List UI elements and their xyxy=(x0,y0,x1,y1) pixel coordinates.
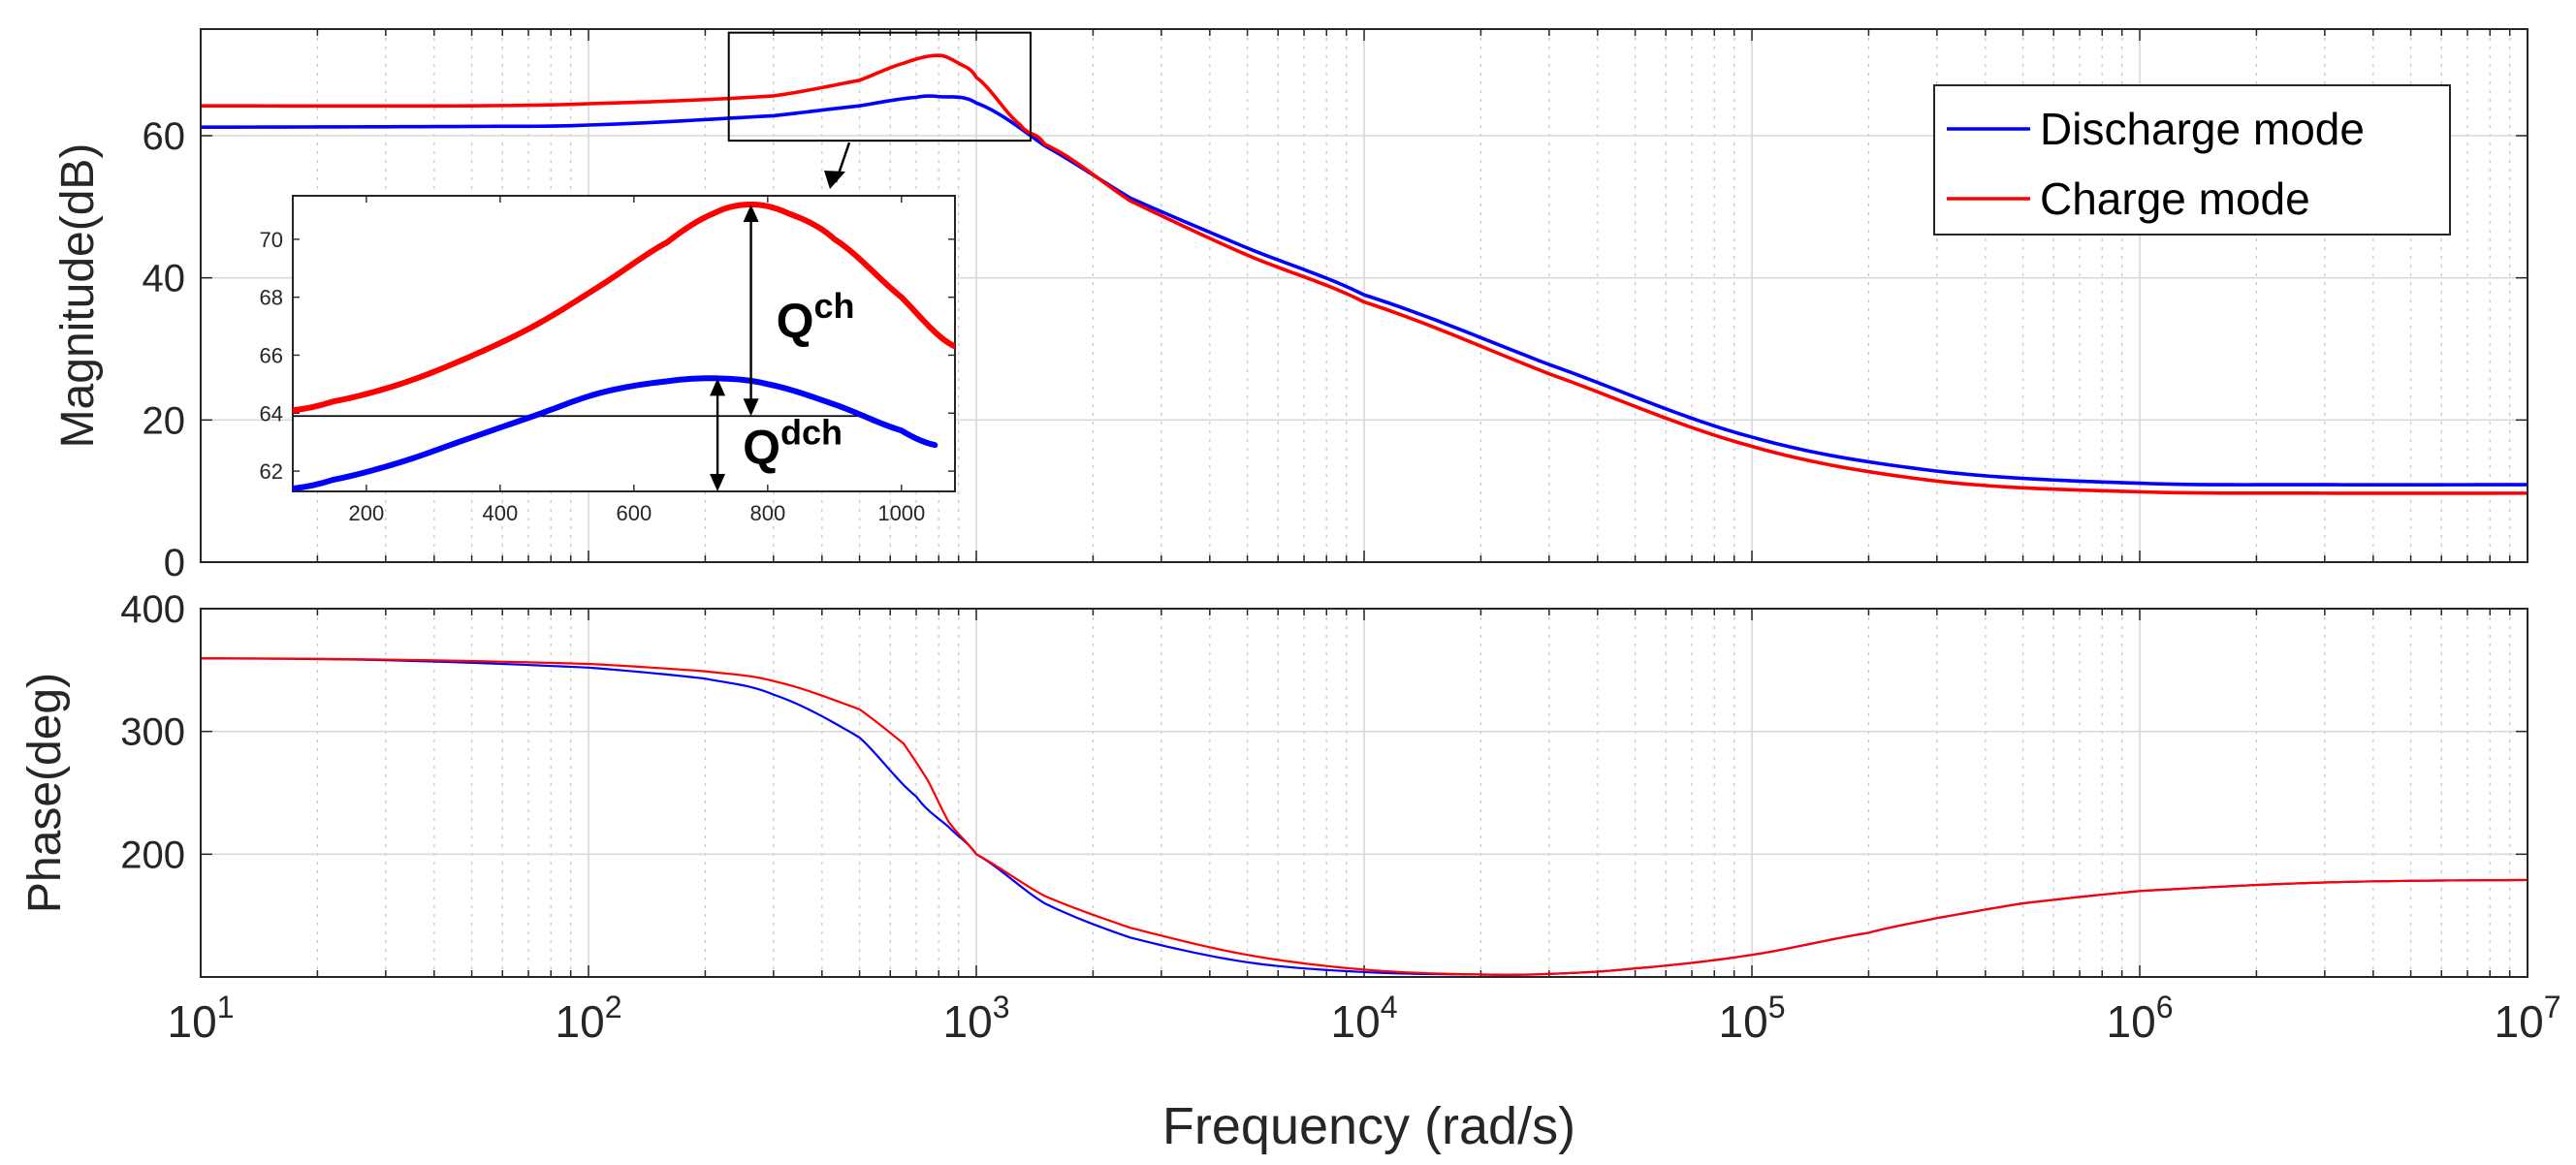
inset-y-tick-label: 62 xyxy=(260,459,283,484)
q-dch-arrow-head-bottom xyxy=(710,474,726,491)
q-dch-label: Qdch xyxy=(743,413,843,475)
q-ch-arrow-head-top xyxy=(743,204,759,222)
inset-plot-area xyxy=(292,195,956,492)
inset-x-tick-label: 200 xyxy=(349,501,385,525)
phase-axes-box xyxy=(200,608,2528,978)
inset-x-tick-label: 600 xyxy=(616,501,652,525)
inset-x-tick-label: 1000 xyxy=(877,501,925,525)
y-tick-label: 400 xyxy=(120,588,185,631)
series-line-discharge xyxy=(293,375,938,491)
magnitude-inset-axes: 200 400 600 800 1000 62 64 66 68 70 Qch Qdch xyxy=(260,195,956,525)
zoom-arrow-head xyxy=(824,171,845,189)
inset-y-tick-label: 70 xyxy=(260,228,283,252)
zoom-region-box xyxy=(727,31,1032,142)
y-tick-label: 200 xyxy=(120,834,185,876)
x-tick-label: 103 xyxy=(943,990,1010,1047)
series-line-charge xyxy=(201,657,2528,976)
magnitude-axes-box xyxy=(200,28,2528,563)
phase-axes: 200 300 400 Phase(deg) 101 102 103 104 105 106 107… xyxy=(19,588,2560,1155)
x-tick-label: 102 xyxy=(556,990,622,1047)
legend-entry: Charge mode xyxy=(2040,173,2310,224)
x-tick-label: 107 xyxy=(2495,990,2561,1047)
inset-y-tick-label: 66 xyxy=(260,343,283,367)
legend: Discharge mode Charge mode xyxy=(1933,84,2451,236)
q-ch-arrow-head-bottom xyxy=(743,398,759,417)
legend-entry: Discharge mode xyxy=(2040,104,2365,154)
x-tick-label: 104 xyxy=(1331,990,1398,1047)
magnitude-ylabel: Magnitude(dB) xyxy=(52,143,104,449)
x-tick-label: 101 xyxy=(168,990,235,1047)
y-tick-label: 300 xyxy=(120,711,185,754)
legend-box xyxy=(1933,84,2451,236)
x-tick-label: 106 xyxy=(2107,990,2174,1047)
inset-x-tick-label: 800 xyxy=(749,501,785,525)
x-tick-label: 105 xyxy=(1719,990,1786,1047)
series-line-charge xyxy=(293,201,955,414)
q-ch-label: Qch xyxy=(777,286,855,348)
y-tick-label: 60 xyxy=(143,115,186,158)
inset-y-tick-label: 64 xyxy=(260,401,283,425)
phase-ylabel: Phase(deg) xyxy=(19,673,71,913)
inset-x-tick-label: 400 xyxy=(483,501,519,525)
y-tick-label: 20 xyxy=(143,399,186,442)
y-tick-label: 0 xyxy=(164,542,185,584)
q-dch-arrow-head-top xyxy=(710,378,726,396)
series-line-charge xyxy=(201,53,2528,495)
inset-y-tick-label: 68 xyxy=(260,286,283,310)
frequency-xlabel: Frequency (rad/s) xyxy=(1162,1097,1575,1155)
y-tick-label: 40 xyxy=(143,258,186,300)
